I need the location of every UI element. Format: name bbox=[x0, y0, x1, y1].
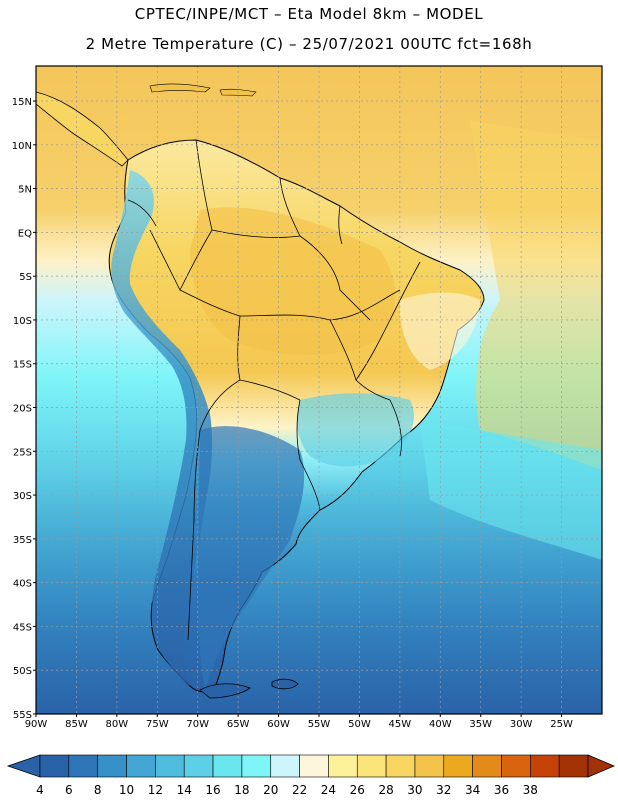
colorbar-cell bbox=[385, 754, 416, 778]
latitude-label: 10N bbox=[12, 141, 32, 152]
latitude-label: 10S bbox=[13, 316, 32, 327]
colorbar-cell bbox=[501, 754, 531, 778]
colorbar-cell bbox=[241, 754, 272, 778]
colorbar-cell bbox=[39, 754, 70, 778]
colorbar-label: 28 bbox=[378, 783, 393, 797]
colorbar-label: 30 bbox=[407, 783, 422, 797]
map-field bbox=[36, 66, 602, 714]
colorbar-label: 38 bbox=[523, 783, 538, 797]
colorbar-label: 14 bbox=[177, 783, 192, 797]
colorbar-cell bbox=[68, 754, 98, 778]
colorbar-label: 18 bbox=[234, 783, 249, 797]
colorbar-label: 8 bbox=[94, 783, 102, 797]
longitude-label: 35W bbox=[469, 719, 492, 730]
colorbar-cell bbox=[97, 754, 127, 778]
longitude-label: 85W bbox=[65, 719, 88, 730]
country-borders bbox=[127, 139, 421, 641]
colorbar-label: 20 bbox=[263, 783, 278, 797]
longitude-label: 30W bbox=[510, 719, 533, 730]
colorbar-arrow-high bbox=[587, 754, 616, 778]
colorbar-cell bbox=[299, 754, 329, 778]
latitude-label: EQ bbox=[18, 228, 32, 239]
northeast-cool-area bbox=[399, 292, 480, 370]
longitude-label: 60W bbox=[267, 719, 290, 730]
latitude-label: 5S bbox=[19, 272, 32, 283]
title-line-2: 2 Metre Temperature (C) – 25/07/2021 00U… bbox=[85, 35, 533, 53]
warm-atlantic-band bbox=[470, 120, 602, 470]
colorbar-label: 16 bbox=[205, 783, 220, 797]
longitude-label: 45W bbox=[389, 719, 412, 730]
longitude-label: 25W bbox=[550, 719, 573, 730]
longitude-label: 40W bbox=[429, 719, 452, 730]
longitude-label: 55W bbox=[308, 719, 331, 730]
latitude-label: 45S bbox=[13, 622, 32, 633]
colorbar-cell bbox=[155, 754, 185, 778]
longitude-label: 80W bbox=[106, 719, 129, 730]
colorbar-label: 4 bbox=[36, 783, 44, 797]
latitude-label: 20S bbox=[13, 404, 32, 415]
longitude-label: 65W bbox=[227, 719, 250, 730]
colorbar-cell bbox=[530, 754, 560, 778]
colorbar-label: 34 bbox=[465, 783, 480, 797]
colorbar-cell bbox=[270, 754, 300, 778]
tierra-del-fuego bbox=[199, 683, 251, 699]
patagonia-cold-area bbox=[197, 426, 305, 690]
longitude-label: 75W bbox=[146, 719, 169, 730]
colorbar-cell bbox=[443, 754, 473, 778]
colorbar-label: 12 bbox=[148, 783, 163, 797]
colorbar-label: 10 bbox=[119, 783, 134, 797]
caribbean-island bbox=[149, 83, 211, 93]
colorbar-cell bbox=[212, 754, 243, 778]
latitude-label: 25S bbox=[13, 447, 32, 458]
colorbar-label: 24 bbox=[321, 783, 336, 797]
colorbar-cell bbox=[183, 754, 214, 778]
longitude-label: 90W bbox=[25, 719, 48, 730]
longitude-labels: 90W 85W 80W 75W 70W 65W 60W 55W 50W 45W 40W 35W 30W 2… bbox=[25, 714, 573, 730]
latitude-label: 35S bbox=[13, 535, 32, 546]
title-line-1: CPTEC/INPE/MCT – Eta Model 8km – MODEL bbox=[134, 5, 484, 23]
latitude-label: 55S bbox=[13, 710, 32, 721]
colorbar-label: 22 bbox=[292, 783, 307, 797]
southern-brazil-cool-area bbox=[296, 393, 414, 467]
colorbar-cell bbox=[472, 754, 502, 778]
colorbar-arrow-low bbox=[6, 754, 41, 778]
colorbar-cell bbox=[126, 754, 156, 778]
colorbar-cell bbox=[414, 754, 445, 778]
colorbar-cell bbox=[558, 754, 589, 778]
latitude-label: 30S bbox=[13, 491, 32, 502]
longitude-label: 50W bbox=[348, 719, 371, 730]
latitude-label: 15N bbox=[12, 97, 32, 108]
cyan-atlantic-band bbox=[420, 420, 602, 560]
colorbar-cell bbox=[328, 754, 358, 778]
colorbar-label: 6 bbox=[65, 783, 73, 797]
lat-lon-grid bbox=[36, 66, 602, 714]
latitude-label: 5N bbox=[18, 185, 32, 196]
colorbar-label: 32 bbox=[436, 783, 451, 797]
colorbar-label: 36 bbox=[494, 783, 509, 797]
colorbar-cell bbox=[356, 754, 387, 778]
latitude-labels: 15N 10N 5N EQ 5S 10S 15S 20S 25S 30S 35S 40S 45S 50S 5… bbox=[12, 97, 36, 721]
central-america bbox=[36, 91, 129, 167]
colorbar-label: 26 bbox=[350, 783, 365, 797]
latitude-label: 15S bbox=[13, 360, 32, 371]
latitude-label: 40S bbox=[13, 579, 32, 590]
longitude-label: 70W bbox=[186, 719, 209, 730]
latitude-label: 50S bbox=[13, 666, 32, 677]
colorbar: 4 6 8 10 12 14 16 18 20 22 24 26 28 30 32 34 36 38 bbox=[6, 754, 616, 797]
andes-cold-strip bbox=[111, 170, 213, 686]
